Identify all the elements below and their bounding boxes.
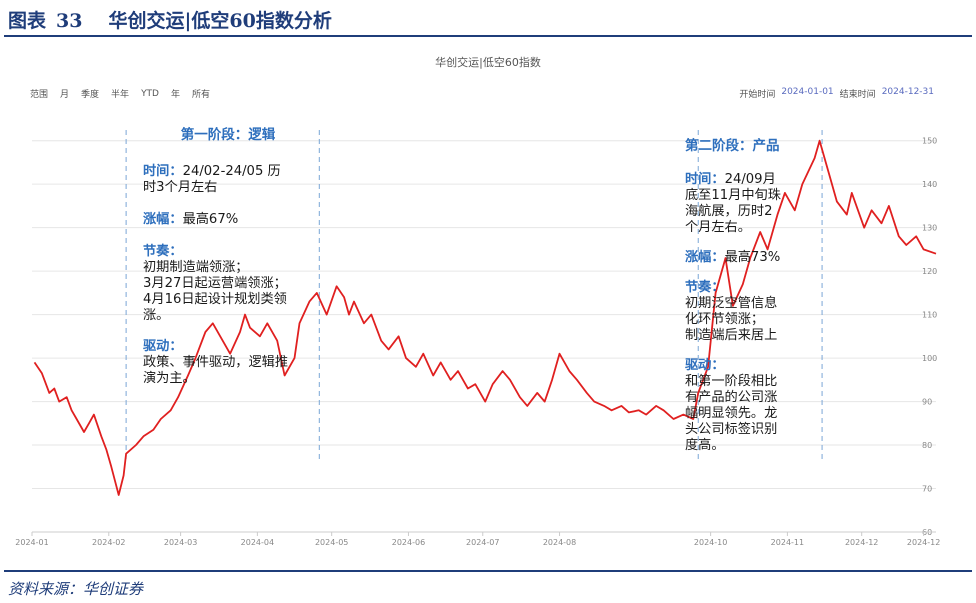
y-tick-label: 110 <box>922 311 937 320</box>
x-tick-label: 2024-12 <box>907 538 940 547</box>
phase2-time-line: 底至11月中旬珠 <box>685 188 781 203</box>
range-button-year[interactable]: 年 <box>171 90 181 100</box>
end-date-input[interactable]: 2024-12-31 <box>881 87 934 97</box>
index-series-line <box>33 139 937 496</box>
phase1-time-head: 时间： <box>143 164 183 179</box>
phase2-time-line: 个月左右。 <box>685 220 751 235</box>
figure-title: 图表 33 华创交运|低空60指数分析 <box>8 6 332 33</box>
x-tick-label: 2024-03 <box>164 538 197 547</box>
range-button-halfyear[interactable]: 半年 <box>111 90 130 100</box>
x-tick-label: 2024-08 <box>543 538 576 547</box>
phase2-driver-line: 和第一阶段相比 <box>685 374 778 389</box>
phase2-driver-line: 有产品的公司涨 <box>685 390 778 405</box>
phase1-driver-head: 驱动： <box>143 339 183 354</box>
phase2-time-text: 24/09月 <box>724 172 776 187</box>
x-tick-label: 2024-05 <box>315 538 348 547</box>
range-button-all[interactable]: 所有 <box>192 90 211 100</box>
figure-number: 33 <box>56 10 83 32</box>
title-rule <box>4 35 972 37</box>
source-rule <box>4 570 972 572</box>
x-tick-label: 2024-01 <box>15 538 48 547</box>
y-tick-label: 120 <box>922 267 937 276</box>
phase2-rhythm-head: 节奏： <box>685 280 725 295</box>
figure-label: 图表 <box>8 10 47 32</box>
x-tick-label: 2024-12 <box>845 538 878 547</box>
phase2-gain-head: 涨幅： <box>685 250 725 265</box>
phase2-rhythm-line: 制造端后来居上 <box>685 328 778 343</box>
phase1-title: 第一阶段：逻辑 <box>180 127 276 143</box>
phase1-gain-head: 涨幅： <box>143 212 183 227</box>
phase1-rhythm-line: 3月27日起运营端领涨； <box>143 276 287 291</box>
x-tick-label: 2024-10 <box>694 538 727 547</box>
y-tick-label: 130 <box>922 224 937 233</box>
start-date-label: 开始时间 <box>739 90 776 100</box>
range-label: 范围 <box>30 90 49 100</box>
phase2-driver-line: 度高。 <box>685 438 725 453</box>
phase2-title: 第二阶段：产品 <box>685 138 780 154</box>
phase2-time-line: 海航展，历时2 <box>685 204 773 219</box>
y-tick-label: 90 <box>922 398 932 407</box>
phase1-rhythm-line: 4月16日起设计规划类领 <box>143 292 287 307</box>
phase1-annotation: 第一阶段：逻辑 时间：24/02-24/05 历 时3个月左右 涨幅：最高67%… <box>143 127 313 387</box>
y-tick-label: 80 <box>922 441 932 450</box>
figure-title-text: 华创交运|低空60指数分析 <box>108 10 332 32</box>
phase1-rhythm-line: 涨。 <box>143 308 170 323</box>
start-date-input[interactable]: 2024-01-01 <box>781 87 834 97</box>
phase2-time-head: 时间： <box>685 172 725 187</box>
date-range: 开始时间 2024-01-01 结束时间 2024-12-31 <box>739 87 934 100</box>
x-tick-label: 2024-11 <box>771 538 804 547</box>
phase2-annotation: 第二阶段：产品 时间：24/09月 底至11月中旬珠 海航展，历时2 个月左右。… <box>685 138 805 454</box>
chart-title: 华创交运|低空60指数 <box>435 56 541 69</box>
y-tick-label: 140 <box>922 180 937 189</box>
phase2-driver-line: 幅明显领先。龙 <box>685 406 778 421</box>
phase1-driver-line: 演为主。 <box>143 371 196 386</box>
phase1-time-cont: 时3个月左右 <box>143 180 218 195</box>
source-note: 资料来源：华创证券 <box>8 580 144 598</box>
phase2-gain-text: 最高73% <box>724 250 781 265</box>
phase1-driver-line: 政策、事件驱动，逻辑推 <box>143 355 289 370</box>
y-tick-label: 100 <box>922 354 937 363</box>
y-tick-label: 70 <box>922 485 932 494</box>
phase1-time-text: 24/02-24/05 历 <box>182 164 281 179</box>
range-button-quarter[interactable]: 季度 <box>81 90 100 100</box>
phase2-driver-head: 驱动： <box>685 358 725 373</box>
range-button-ytd[interactable]: YTD <box>141 88 159 99</box>
phase1-gain-text: 最高67% <box>182 212 239 227</box>
x-tick-label: 2024-02 <box>92 538 125 547</box>
phase1-rhythm-head: 节奏： <box>143 244 183 259</box>
phase2-driver-line: 头公司标签识别 <box>685 422 778 437</box>
range-selector: 范围 月 季度 半年 YTD 年 所有 <box>30 87 214 101</box>
x-tick-label: 2024-04 <box>241 538 274 547</box>
range-button-month[interactable]: 月 <box>60 90 70 100</box>
phase2-rhythm-line: 初期泛空管信息 <box>685 296 778 311</box>
phase2-rhythm-line: 化环节领涨； <box>685 312 765 327</box>
x-tick-label: 2024-07 <box>466 538 499 547</box>
x-tick-label: 2024-06 <box>392 538 425 547</box>
end-date-label: 结束时间 <box>839 90 876 100</box>
y-tick-label: 150 <box>922 137 937 146</box>
phase1-rhythm-line: 初期制造端领涨； <box>143 260 249 275</box>
